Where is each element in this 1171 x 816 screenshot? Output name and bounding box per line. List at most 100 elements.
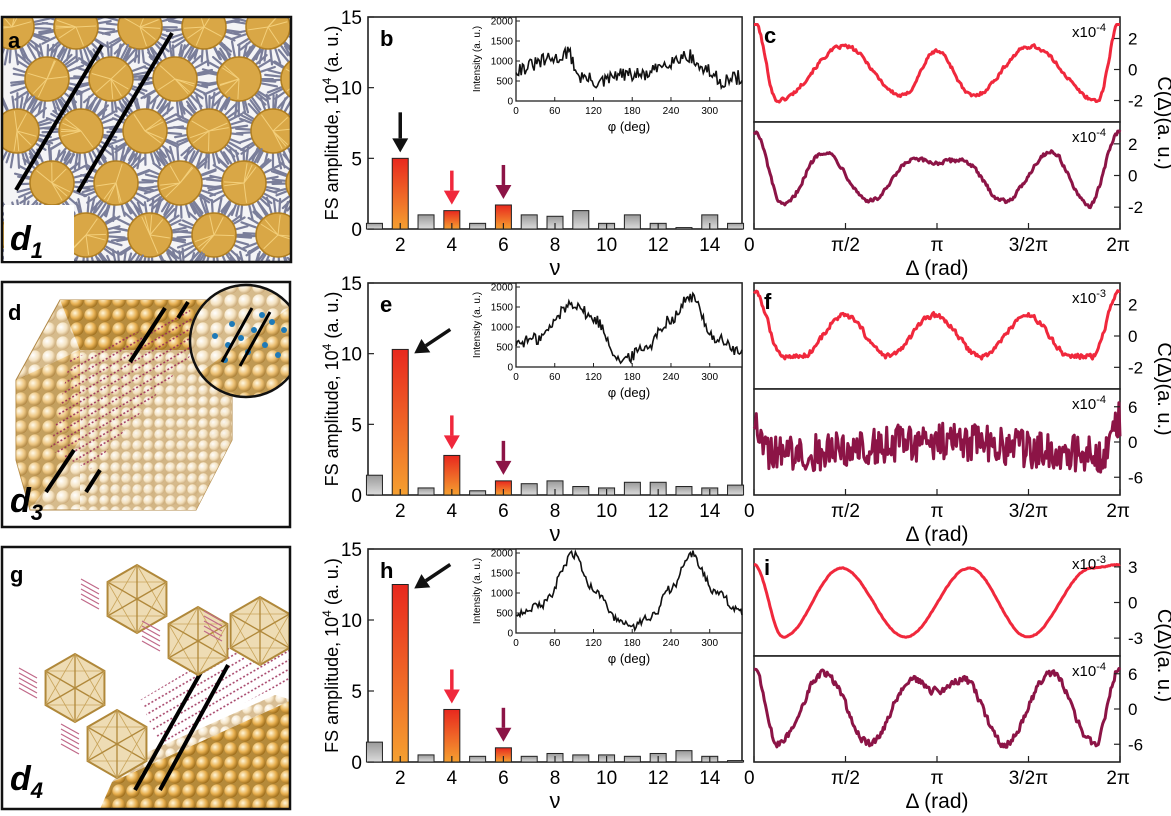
ligand [185,94,198,111]
ligand [137,254,144,262]
ligand [161,138,179,149]
ligand [185,0,193,10]
ligand [264,263,277,274]
ligand [218,95,230,114]
bar-nu-2 [391,584,409,763]
y-tick-label: 15 [341,8,362,29]
gold-core [255,212,291,258]
y-tick-label: 0 [1128,327,1137,346]
ligand [30,267,41,275]
bar-nu-1 [365,741,383,763]
x-axis-label: ν [550,521,561,546]
inset-x-tick-label: 240 [663,638,680,649]
ligand [18,672,38,684]
inset-x-tick-label: 60 [549,638,561,649]
ligand [92,6,103,15]
inset-y-tick-label: 0 [507,97,513,108]
ligand [348,199,360,214]
facet [85,234,90,255]
ligand [297,241,314,246]
inset-x-label: φ (deg) [608,119,650,134]
ligand [20,0,26,9]
ligand [123,248,127,262]
bar-nu-5 [469,755,487,763]
ligand [136,149,143,170]
ligand [303,38,315,45]
ligand [154,147,166,166]
ligand [121,43,133,62]
ligand [227,124,249,130]
inset-y-tick-label: 2000 [491,17,514,28]
x-tick-label: 0 [744,768,755,789]
ligand [178,5,189,14]
ligand [229,256,235,262]
panel-g-icosahedra-illustration [0,545,292,811]
ligand [2,0,7,8]
edge [74,670,105,723]
facet [203,17,211,28]
ligand [299,202,303,220]
nanoparticle [79,144,154,222]
ligand [181,0,192,11]
x-tick-label: 4 [447,235,458,256]
ligand [249,99,263,116]
inset-x-tick-label: 300 [701,638,718,649]
ligand [346,255,349,271]
ligand [111,248,117,262]
ligand [127,252,133,262]
ligand [81,0,85,8]
ligand [308,45,312,59]
ligand [140,87,159,100]
ligand [284,6,298,16]
ligand [285,265,297,275]
arrow-head [392,138,409,153]
ligand [154,38,170,53]
ligand [227,119,246,127]
ligand [282,253,287,262]
correlation-series-upper: 2 0 -2 x10-4 [753,16,1143,123]
ligand [291,302,300,312]
ligand [305,115,319,122]
ligand [299,99,301,115]
ligand [273,44,282,65]
ligand [34,42,42,62]
ligand [230,32,251,41]
y-tick-label: 0 [1128,167,1137,186]
ligand [311,43,320,56]
arrow-nu-2 [414,563,452,589]
facet [208,127,229,132]
ligand [22,0,29,9]
ligand [154,272,167,278]
facet [96,182,117,187]
edge [259,613,290,666]
facet [219,78,240,86]
ligand [149,0,156,9]
ligand [121,146,130,166]
x-axis-label: Δ (rad) [905,257,968,280]
gold-core [117,17,163,50]
y-tick-label: -2 [1128,198,1143,217]
facet [160,182,181,186]
ligand [359,99,362,115]
inset-x-tick-label: 180 [624,638,641,649]
ligand [307,307,310,321]
ligand [191,59,210,71]
ligand [161,204,174,221]
x-tick-label: 12 [648,235,669,256]
y-tick-label: 6 [1128,398,1137,417]
ligand [213,0,221,9]
bar-nu-4 [443,708,461,763]
ligand [272,261,275,262]
ligand [124,0,132,9]
alignment-line [14,43,104,192]
facet [189,130,210,139]
ligand [343,43,353,57]
ligand [281,275,295,280]
nanoparticle [37,0,116,64]
inset-x-tick-label: 120 [585,106,602,117]
y-tick-label: 15 [341,274,362,295]
x-tick-label: 2π [1106,768,1130,789]
ligand [29,33,49,43]
y-tick-label: 15 [341,540,362,561]
